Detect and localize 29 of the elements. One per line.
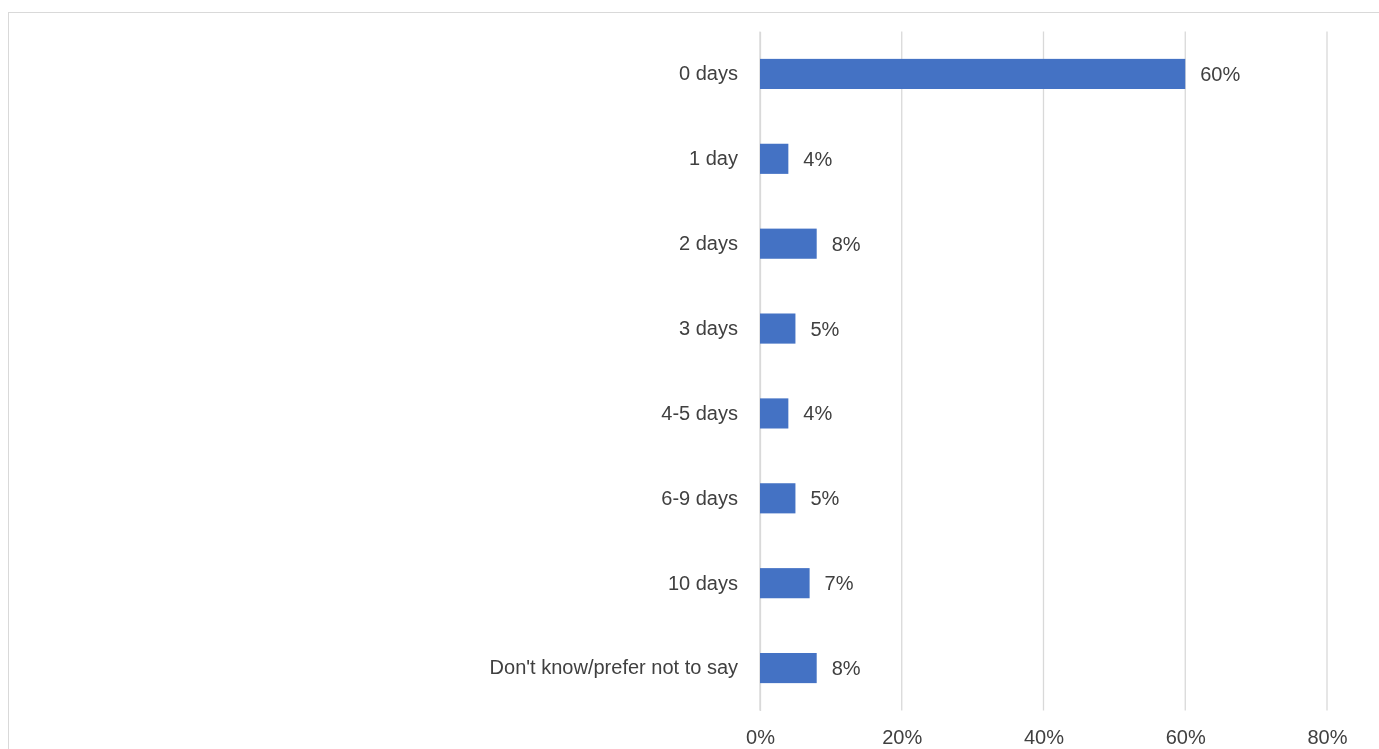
y-tick-label: 6-9 days: [661, 486, 738, 509]
bar: [760, 568, 810, 599]
bar: [760, 483, 796, 514]
data-label: 7%: [824, 572, 854, 595]
y-tick-label: 10 days: [667, 571, 738, 594]
data-label: 5%: [810, 317, 840, 340]
x-tick-label: 60%: [1165, 726, 1206, 749]
y-tick-label: 1 day: [689, 147, 738, 170]
x-tick-label: 20%: [882, 726, 923, 749]
bar: [760, 313, 796, 344]
data-label: 5%: [810, 487, 840, 510]
data-label: 8%: [831, 657, 861, 680]
y-tick-label: Don't know/prefer not to say: [489, 656, 738, 679]
y-tick-label: 0 days: [679, 62, 738, 85]
bar: [760, 58, 1186, 89]
bar: [760, 143, 789, 174]
bar: [760, 398, 789, 429]
x-tick-label: 40%: [1023, 726, 1065, 749]
x-tick-label: 80%: [1307, 726, 1348, 749]
y-tick-label: 3 days: [679, 316, 738, 339]
x-tick-label: 0%: [746, 726, 776, 749]
bar: [760, 653, 817, 684]
data-label: 4%: [803, 402, 833, 425]
y-tick-label: 4-5 days: [661, 401, 738, 424]
bar: [760, 228, 817, 259]
data-label: 8%: [831, 232, 861, 255]
data-label: 4%: [803, 147, 833, 170]
y-tick-label: 2 days: [679, 232, 738, 255]
data-label: 60%: [1200, 62, 1241, 85]
